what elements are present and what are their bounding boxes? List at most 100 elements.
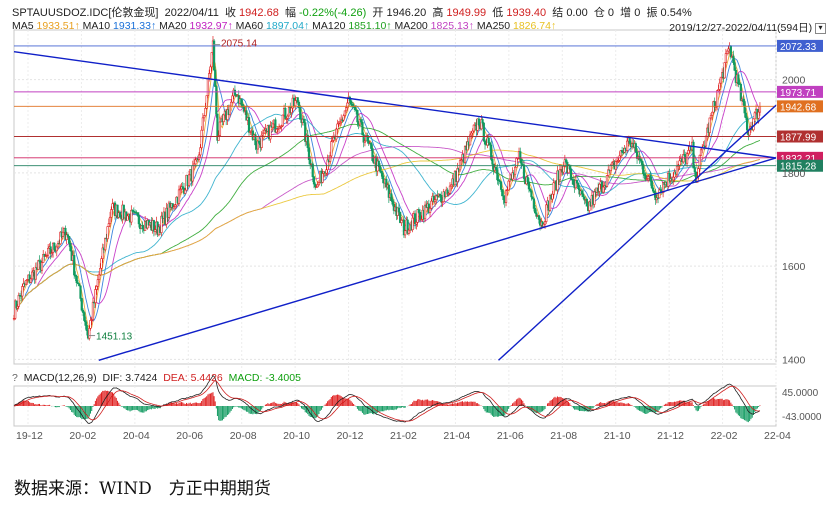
candle-body xyxy=(477,118,480,126)
horizontal-levels xyxy=(14,45,776,167)
candle-body xyxy=(487,137,490,143)
ma-legend-value: 1932.97↑ xyxy=(189,20,233,32)
candle-body xyxy=(742,98,745,102)
candle-body xyxy=(275,128,278,133)
candle-body xyxy=(101,247,104,259)
candle-body xyxy=(466,141,469,151)
ma-legend-value: 1851.10↑ xyxy=(348,20,392,32)
candle-body xyxy=(360,119,363,123)
candle-body xyxy=(356,110,359,123)
candle-body xyxy=(522,164,526,179)
candle-body xyxy=(34,267,37,280)
candle-body xyxy=(80,298,83,311)
x-tick-label: 20-10 xyxy=(283,430,310,442)
candle-body xyxy=(758,106,762,113)
candle-body xyxy=(338,121,342,124)
candle-body xyxy=(106,226,109,239)
candle-body xyxy=(402,219,406,236)
candle-body xyxy=(628,137,631,144)
price-tag-box xyxy=(777,100,823,113)
candle-body xyxy=(496,169,499,181)
candle-body xyxy=(650,181,653,189)
candle-body xyxy=(574,180,577,189)
candle-body xyxy=(378,165,382,172)
candle-body xyxy=(377,160,380,167)
candle-body xyxy=(174,204,177,207)
ma-legend-label: MA250 xyxy=(476,20,513,32)
high-annotation: 2075.14 xyxy=(221,39,258,50)
change-value: -0.22%(-4.26) xyxy=(299,7,367,19)
ma-legend-value: 1825.13↑ xyxy=(430,20,474,32)
candle-body xyxy=(167,202,171,218)
candle-body xyxy=(350,100,353,105)
candle-body xyxy=(551,193,554,200)
candle-body xyxy=(673,171,676,178)
macd-help-icon[interactable]: ? xyxy=(12,372,18,384)
x-tick-label: 21-06 xyxy=(497,430,524,442)
candle-body xyxy=(647,176,650,179)
candle-body xyxy=(514,166,517,175)
price-panel-frame xyxy=(13,29,777,365)
candle-body xyxy=(49,246,52,254)
candle-body xyxy=(400,219,403,223)
x-tick-label: 20-06 xyxy=(176,430,203,442)
candle-body xyxy=(315,186,318,188)
candle-body xyxy=(212,40,216,71)
date-range-selector[interactable]: 2019/12/27-2022/04/11(594日) ▾ xyxy=(669,20,826,35)
candle-body xyxy=(621,150,624,153)
candle-body xyxy=(297,101,301,109)
candle-body xyxy=(306,134,309,149)
candle-body xyxy=(471,130,474,134)
candle-body xyxy=(362,134,365,143)
candle-body xyxy=(210,52,213,68)
price-tag-label: 1815.28 xyxy=(780,162,817,173)
candle-body xyxy=(535,212,538,217)
chart-grid xyxy=(13,29,777,427)
candle-body xyxy=(687,150,690,154)
candle-body xyxy=(276,128,279,130)
settle-value: 0.00 xyxy=(566,7,588,19)
candle-body xyxy=(718,82,721,90)
candle-body xyxy=(530,190,533,198)
moving-average-lines xyxy=(13,50,761,330)
candle-body xyxy=(468,134,472,146)
candle-body xyxy=(96,279,99,287)
symbol-label: SPTAUUSDOZ.IDC[伦敦金现] xyxy=(12,7,159,19)
candle-body xyxy=(615,160,619,163)
ma-line xyxy=(13,50,761,330)
candle-body xyxy=(367,140,370,144)
candle-body xyxy=(662,182,665,193)
candle-body xyxy=(548,195,552,211)
candle-body xyxy=(569,168,573,180)
candle-body xyxy=(753,112,756,120)
candle-body xyxy=(184,189,187,194)
candle-body xyxy=(387,184,390,198)
candle-body xyxy=(40,262,44,271)
x-tick-label: 21-08 xyxy=(550,430,577,442)
trendline xyxy=(98,157,777,361)
x-tick-label: 21-02 xyxy=(390,430,417,442)
change-label: 幅 xyxy=(284,7,296,19)
close-label: 收 xyxy=(224,7,236,19)
candle-body xyxy=(693,167,696,173)
y-tick-label: 2000 xyxy=(782,75,806,87)
candle-body xyxy=(254,134,257,146)
candle-body xyxy=(668,172,671,181)
candle-body xyxy=(17,295,20,307)
candle-body xyxy=(307,147,311,161)
candle-body xyxy=(296,97,299,103)
candle-body xyxy=(433,199,437,202)
candle-body xyxy=(325,169,328,174)
candle-body xyxy=(29,278,32,283)
candle-body xyxy=(15,300,18,309)
candle-body xyxy=(172,206,176,209)
candle-body xyxy=(209,66,212,74)
candle-body xyxy=(683,154,686,157)
candle-body xyxy=(14,300,17,319)
candle-body xyxy=(137,215,140,225)
macd-tick-label: -43.0000 xyxy=(782,412,822,423)
candle-body xyxy=(723,62,726,79)
x-tick-label: 20-08 xyxy=(230,430,257,442)
ma-legend-value: 1826.74↑ xyxy=(513,20,557,32)
macd-dif: DIF: 3.7424 xyxy=(102,372,158,384)
